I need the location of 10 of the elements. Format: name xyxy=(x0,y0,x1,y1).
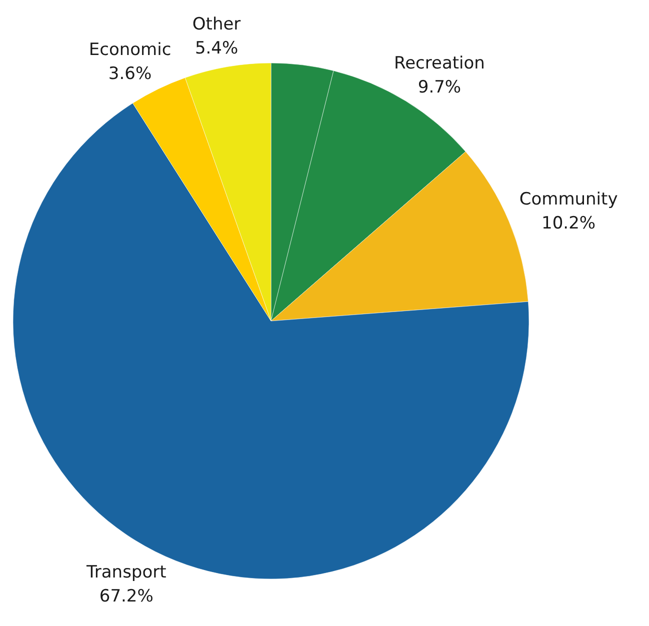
data-label: 9.7% xyxy=(418,77,462,98)
data-label: 3.6% xyxy=(108,64,152,84)
slice-label: Transport xyxy=(86,562,167,583)
data-label: 5.4% xyxy=(194,38,238,59)
slice-label: Recreation xyxy=(394,53,485,74)
data-label: 67.2% xyxy=(99,586,154,607)
slice-label: Other xyxy=(192,14,241,35)
slice-label: Community xyxy=(519,190,618,210)
slice-label: Economic xyxy=(88,40,172,60)
data-label: 10.2% xyxy=(542,214,596,234)
